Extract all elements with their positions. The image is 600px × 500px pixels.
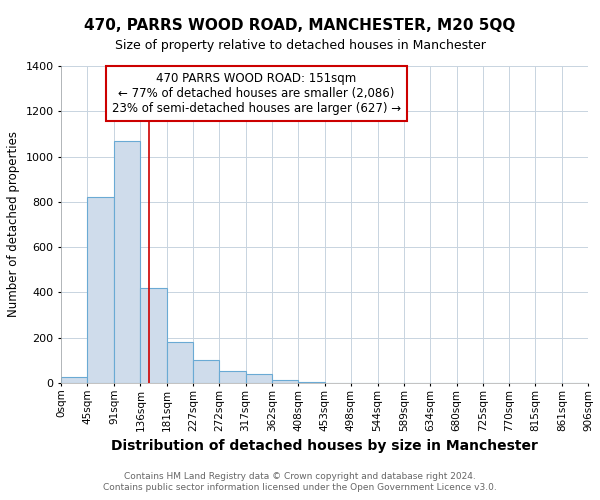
Bar xyxy=(114,140,140,383)
Text: Size of property relative to detached houses in Manchester: Size of property relative to detached ho… xyxy=(115,39,485,52)
Bar xyxy=(220,370,245,383)
Bar xyxy=(88,198,114,383)
Bar xyxy=(245,374,272,383)
X-axis label: Distribution of detached houses by size in Manchester: Distribution of detached houses by size … xyxy=(111,439,538,453)
Text: 470, PARRS WOOD ROAD, MANCHESTER, M20 5QQ: 470, PARRS WOOD ROAD, MANCHESTER, M20 5Q… xyxy=(85,18,515,32)
Y-axis label: Number of detached properties: Number of detached properties xyxy=(7,132,20,318)
Bar xyxy=(272,380,298,383)
Bar xyxy=(167,342,193,383)
Text: 470 PARRS WOOD ROAD: 151sqm
← 77% of detached houses are smaller (2,086)
23% of : 470 PARRS WOOD ROAD: 151sqm ← 77% of det… xyxy=(112,72,401,116)
Text: Contains public sector information licensed under the Open Government Licence v3: Contains public sector information licen… xyxy=(103,484,497,492)
Bar xyxy=(140,288,167,383)
Text: Contains HM Land Registry data © Crown copyright and database right 2024.: Contains HM Land Registry data © Crown c… xyxy=(124,472,476,481)
Bar xyxy=(298,382,325,383)
Bar xyxy=(193,360,220,383)
Bar xyxy=(61,378,88,383)
